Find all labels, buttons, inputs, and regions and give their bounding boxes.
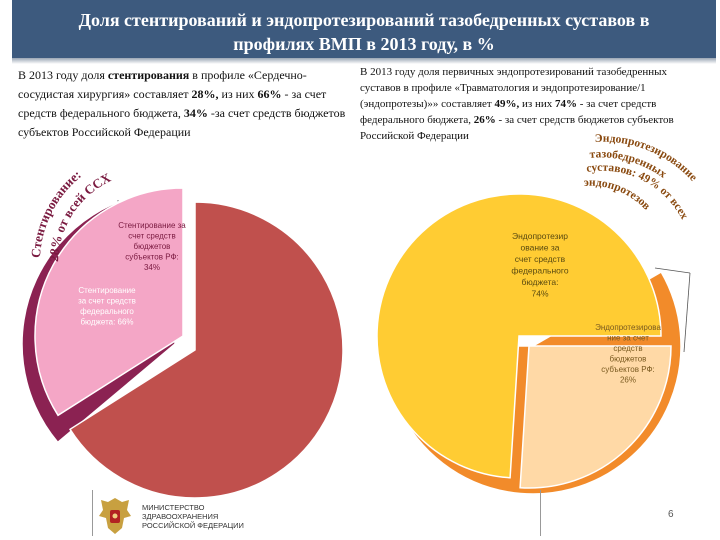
endoprosthesis-description: В 2013 году доля первичных эндопротезиро… xyxy=(360,66,674,142)
page-number: 6 xyxy=(668,509,674,520)
endo-regional-label-line-1: ние за счет xyxy=(607,334,649,343)
endo-regional-label-line-0: Эндопротезирова xyxy=(595,323,661,332)
stenting-description: В 2013 году доля стентирования в профиле… xyxy=(18,68,346,139)
endo-regional-label-line-4: субъектов РФ: xyxy=(601,365,655,374)
connector-line-right-bottom xyxy=(683,272,691,353)
endo-regional-label-line-2: средств xyxy=(613,344,642,353)
endo-regional-slice xyxy=(519,345,672,489)
stenting-regional-slice xyxy=(34,187,184,417)
stenting-regional-label-line-4: 34% xyxy=(144,263,160,272)
stenting-federal-label-line-2: федерального xyxy=(80,307,134,316)
title-line-2: профилях ВМП в 2013 году, в % xyxy=(233,34,495,54)
stenting-federal-slice xyxy=(69,201,344,499)
stenting-regional-label-line-0: Стентирование за xyxy=(118,221,186,230)
stenting-regional-label-line-2: бюджетов xyxy=(134,242,171,251)
footer-divider-right xyxy=(540,490,541,536)
title-line-1: Доля стентирований и эндопротезирований … xyxy=(78,10,650,30)
endo-federal-label-line-4: бюджета: xyxy=(521,277,558,287)
endo-federal-label-line-0: Эндопротезир xyxy=(512,231,568,241)
endo-federal-label-line-1: ование за xyxy=(520,243,559,253)
endo-regional-label-line-5: 26% xyxy=(620,376,636,385)
endo-federal-label-line-5: 74% xyxy=(531,289,548,299)
ministry-name: МИНИСТЕРСТВО ЗДРАВООХРАНЕНИЯ РОССИЙСКОЙ … xyxy=(142,503,244,530)
endo-federal-label-line-2: счет средств xyxy=(515,254,566,264)
stenting-federal-label-line-0: Стентирование xyxy=(78,286,136,295)
coat-of-arms-icon xyxy=(99,498,131,534)
stenting-regional-label-line-3: субъектов РФ: xyxy=(125,253,179,262)
stenting-federal-label-line-1: за счет средств xyxy=(78,297,136,306)
title-shadow xyxy=(12,58,716,64)
endo-regional-label-line-3: бюджетов xyxy=(610,355,647,364)
stenting-federal-label-line-3: бюджета: 66% xyxy=(80,318,133,327)
endo-federal-slice xyxy=(376,193,662,479)
footer-divider-left xyxy=(92,490,93,536)
slide-title: Доля стентирований и эндопротезирований … xyxy=(12,0,716,58)
stenting-pie xyxy=(21,187,344,499)
endo-federal-label-line-3: федерального xyxy=(511,266,568,276)
connector-line-right-top xyxy=(654,267,691,274)
stenting-regional-label-line-1: счет средств xyxy=(128,232,175,241)
endoprosthesis-pie xyxy=(376,193,682,495)
